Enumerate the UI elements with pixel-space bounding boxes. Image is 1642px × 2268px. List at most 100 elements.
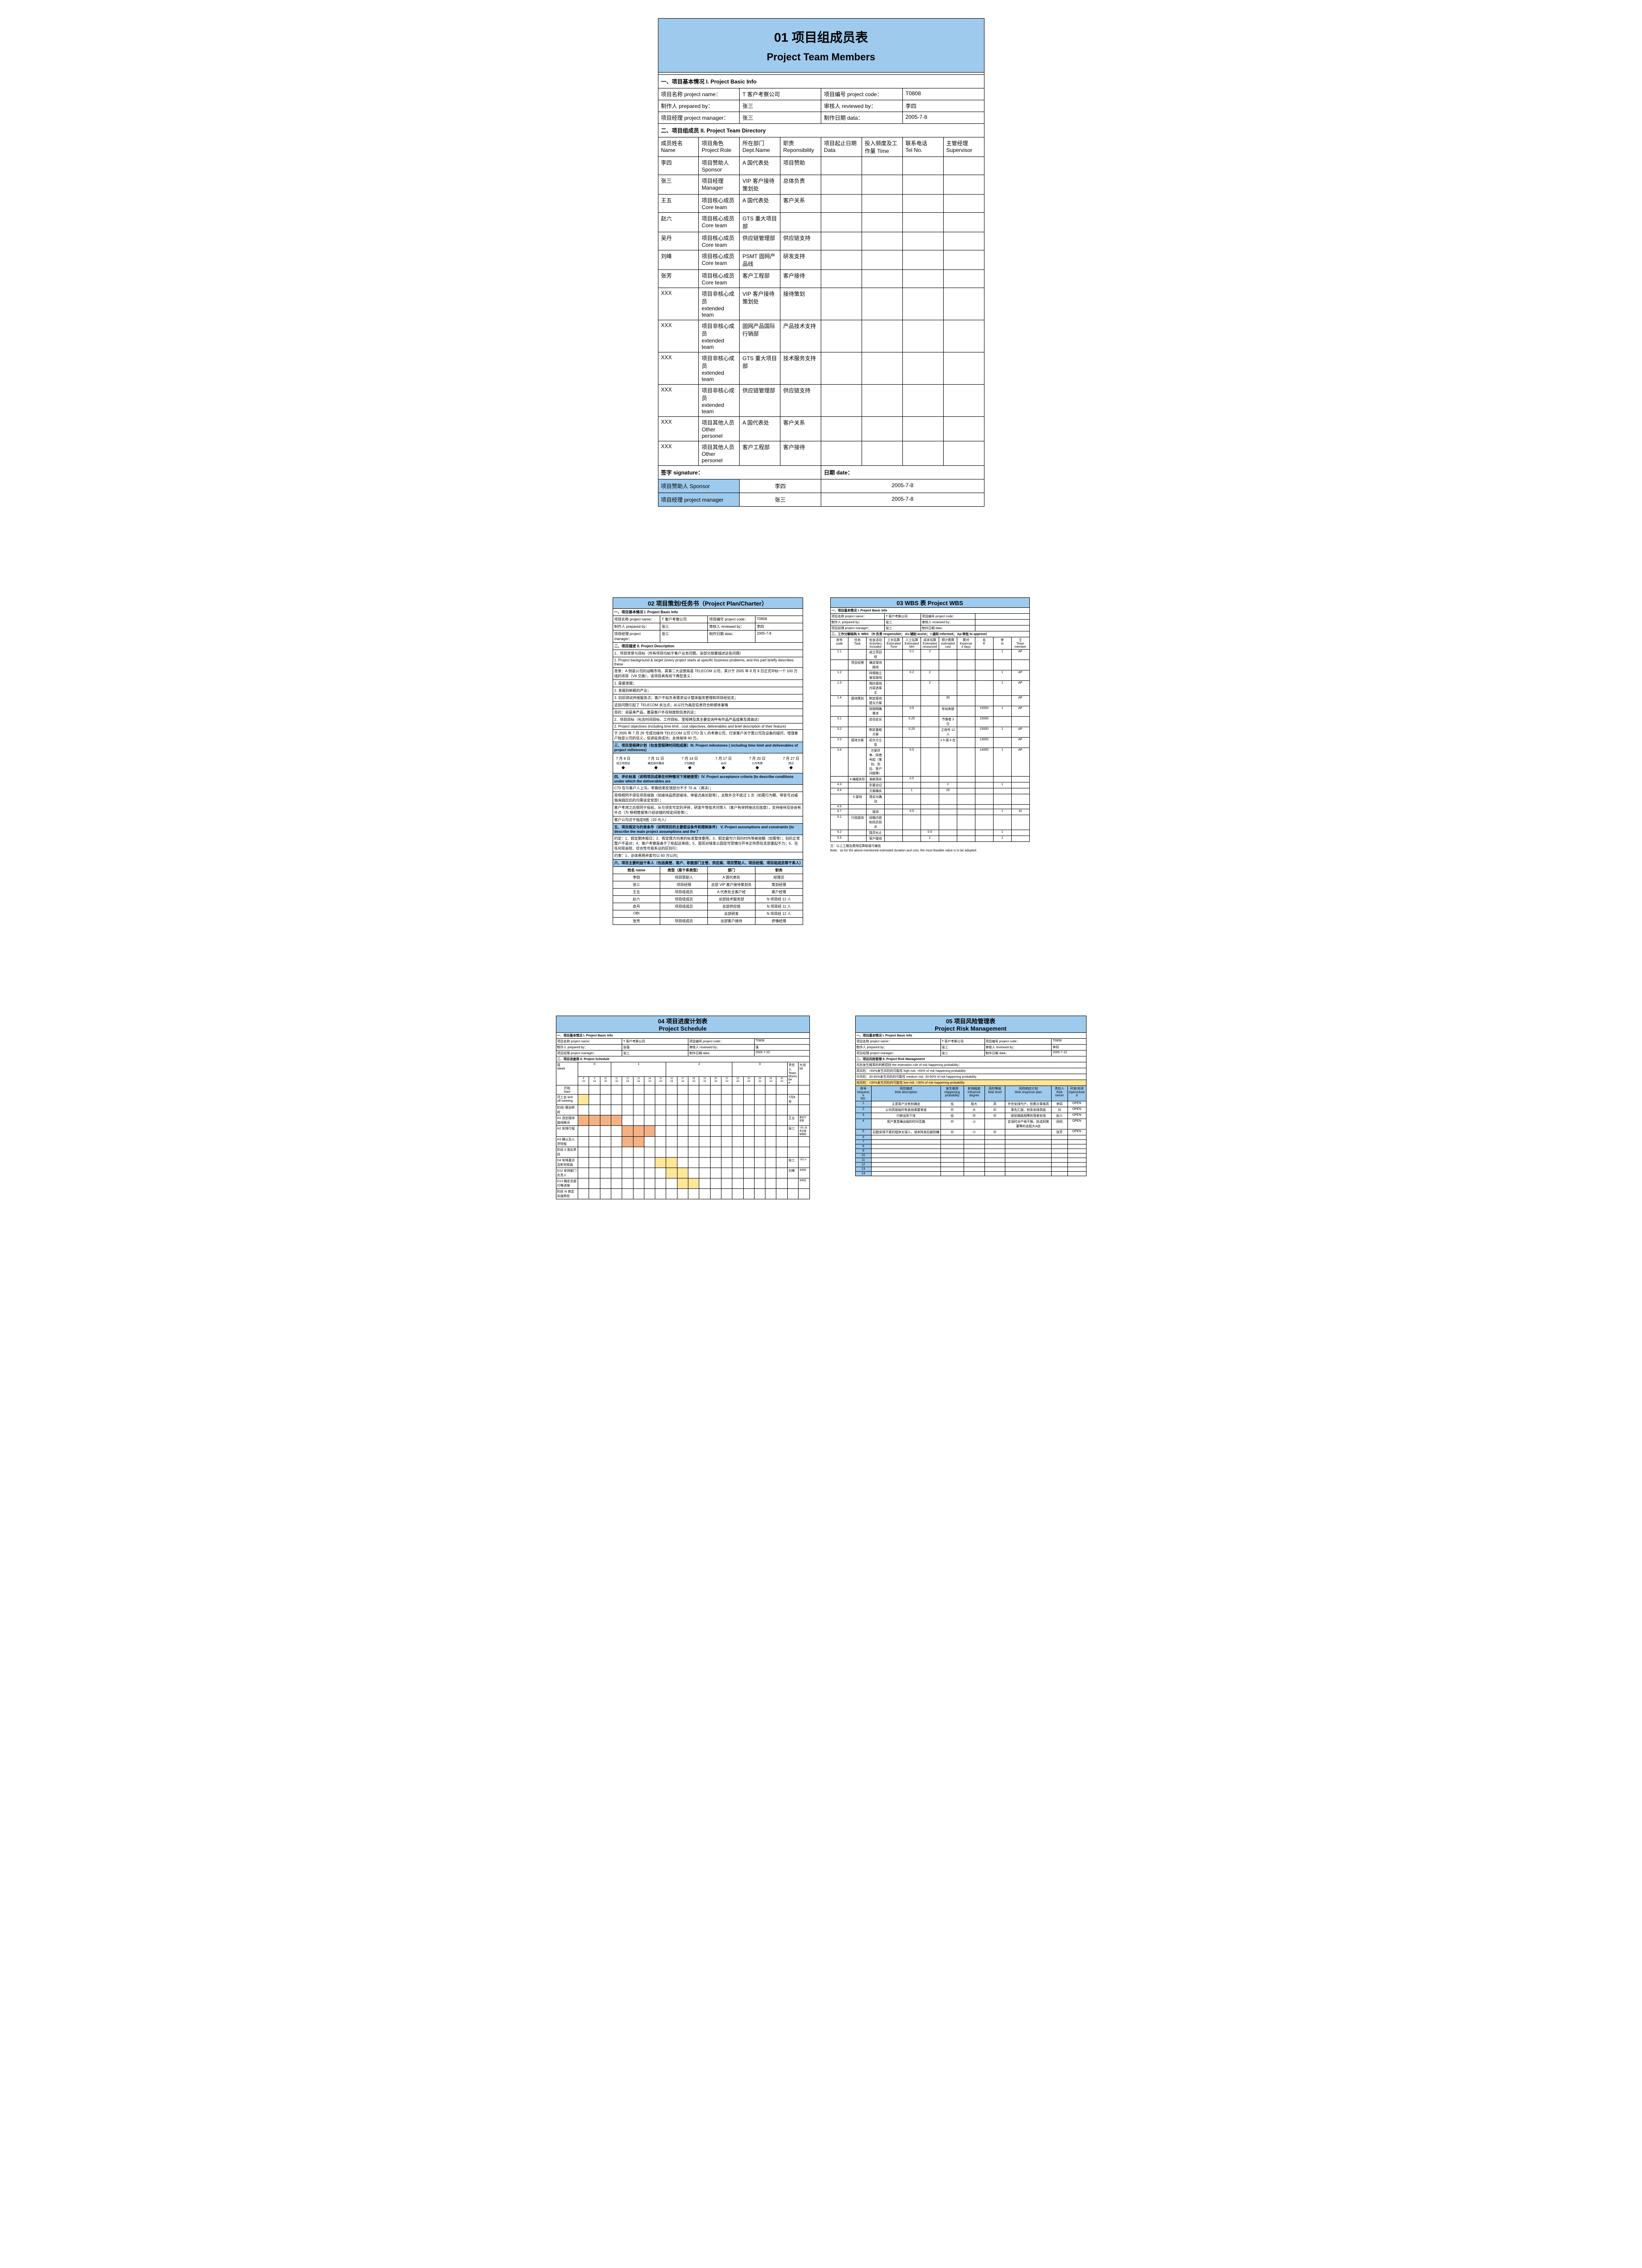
- task-sub: 安排反: [799, 1178, 809, 1189]
- cell: [1052, 1135, 1068, 1140]
- gantt-cell: [721, 1147, 732, 1158]
- gantt-cell: [754, 1105, 765, 1115]
- cell: 1.4: [830, 696, 848, 706]
- cell: 确定接待路线: [867, 660, 885, 670]
- gantt-cell: [699, 1095, 710, 1105]
- cell: 主意客户没有别确定: [872, 1101, 941, 1107]
- note-row: 低风险：<30%发生风险的可能性 low risk: <30% of risk …: [855, 1080, 1086, 1086]
- cell: 2005-7-8: [755, 631, 803, 643]
- col-header: 风险等级 Risk level: [984, 1086, 1005, 1101]
- cell: 项目编号 project code：: [688, 1039, 755, 1045]
- cell: 客户接待: [780, 441, 821, 466]
- body-row: 约定：1．假定期本报日；2．假定我方向来的标准整体要用；3．假定最可介目的时所等…: [613, 835, 803, 852]
- cell: A 国代表处: [740, 157, 780, 175]
- cell: 策划经理: [755, 881, 803, 889]
- cell: 项目其他人员 Other personel: [699, 441, 740, 466]
- cell: [975, 626, 1029, 631]
- cell: 项目核心成员 Core team: [699, 250, 740, 270]
- task-sub: 7月1 安排合整 解整起: [799, 1126, 809, 1137]
- cell: 项目经理: [848, 660, 867, 670]
- day-cell: 22Jul: [732, 1077, 743, 1085]
- col-header: 工长估算 Estimated Time: [885, 637, 903, 650]
- cell: 1: [993, 748, 1011, 777]
- cell: 总部客户接待: [708, 918, 755, 925]
- task-sub: 安排段: [799, 1168, 809, 1178]
- day-cell: 15Jul: [655, 1077, 666, 1085]
- cell: 节做者 3 位: [939, 717, 957, 727]
- cell: 王五: [658, 195, 699, 213]
- task-name: 开工会 kick off meeting: [556, 1095, 578, 1105]
- cell: 0.5: [903, 748, 921, 777]
- body-text: 约束：1．总体费用并差可以 60 万以内；: [613, 852, 803, 860]
- cell: 制作日期 data：: [921, 626, 975, 631]
- cell: 5.2: [830, 830, 848, 836]
- risk-row: 2公司高层临时有其他重要事宜中大中事先汇报、别系安排高级刘OPEN: [855, 1107, 1086, 1113]
- gantt-cell: [666, 1126, 677, 1137]
- cell: 制定接待建议方案: [867, 696, 885, 706]
- gantt-cell: [721, 1095, 732, 1105]
- cell: [975, 660, 993, 670]
- gantt-cell: [743, 1168, 754, 1178]
- gantt-cell: [644, 1168, 655, 1178]
- task-owner: 王五: [787, 1115, 798, 1126]
- cell: 事先汇报、别系安排高级: [1005, 1107, 1052, 1113]
- gantt-cell: [721, 1115, 732, 1126]
- wbs-row: 同相明确需求0.5号如来提150001AP: [830, 706, 1029, 717]
- cell: VIP 客户接待策划处: [740, 288, 780, 320]
- cell: [1052, 1149, 1068, 1154]
- cell: 总体负责: [780, 175, 821, 195]
- cell: 8: [855, 1144, 872, 1149]
- cell: [921, 805, 939, 809]
- gantt-cell: [732, 1095, 743, 1105]
- cell: [984, 1140, 1005, 1144]
- wbs-row: 1.2同相独立鉴定路线0.221AP: [830, 670, 1029, 681]
- col-header: 项目角色 Project Role: [699, 137, 740, 157]
- cell: [940, 1135, 964, 1140]
- cell: 中: [940, 1107, 964, 1113]
- cell: 李四: [1052, 1045, 1086, 1051]
- day-cell: 10Jul: [600, 1077, 611, 1085]
- cell: [993, 738, 1011, 748]
- doc3-table: 03 WBS 表 Project WBS 一、项目基本情况 I. Project…: [830, 597, 1030, 842]
- cell: [903, 805, 921, 809]
- cell: [1011, 794, 1029, 805]
- doc2-sec6: 六、项目主要利益干系人（包括高管、客户、职能部门主管、供应商、项目赞助人、项目经…: [613, 860, 803, 867]
- cell: [921, 794, 939, 805]
- note-row: 风险发生概率的判断原则 the estimation rule of risk …: [855, 1062, 1086, 1068]
- spacer: [721, 1085, 732, 1095]
- cell: AP: [1011, 696, 1029, 706]
- cell: [862, 250, 902, 270]
- task-owner: [787, 1147, 798, 1158]
- col-header: 风险响应计划 Risk response plan: [1005, 1086, 1052, 1101]
- stakeholder-row: 赵六项目组成员总部技术服务部N 项目经 12 人: [613, 896, 803, 903]
- cell: [993, 717, 1011, 727]
- cell: [1067, 1158, 1086, 1163]
- gantt-cell: [765, 1095, 776, 1105]
- col-header: 发生概率 Happening probability: [940, 1086, 964, 1101]
- desc-text: 1. 是最发展；: [613, 680, 803, 687]
- cell: 2: [939, 782, 957, 788]
- cell: 3.4: [830, 748, 848, 777]
- gantt-cell: [600, 1189, 611, 1199]
- cell: 项目经理 project manager：: [855, 1051, 940, 1056]
- doc2-sec1: 一、项目基本情况 I. Project Basic Info: [613, 609, 803, 616]
- note-text: 高风险：>60%发生风险的可能性 high risk: >60% of risk…: [855, 1068, 1086, 1074]
- cell: OPEN: [1067, 1101, 1086, 1107]
- cell: [903, 696, 921, 706]
- cell: 1.1: [830, 650, 848, 660]
- cell: 张芳: [613, 918, 660, 925]
- cell: [1011, 777, 1029, 782]
- cell: [957, 805, 975, 809]
- cell: [943, 441, 984, 466]
- task-sub: [799, 1095, 809, 1105]
- label: 项目名称 project name：: [658, 88, 740, 100]
- gantt-cell: [633, 1115, 644, 1126]
- body-text: 目规相同不得在项目接路（如接待品质部接待，停留点高长取等），总数外次不底过 1 …: [613, 792, 803, 804]
- cell: 李四: [1052, 1101, 1068, 1107]
- sig-role: 项目赞助人 Sponsor: [658, 479, 740, 493]
- gantt-cell: [655, 1137, 666, 1147]
- cell: 李四: [755, 623, 803, 631]
- cell: [939, 830, 957, 836]
- cell: [939, 681, 957, 696]
- sig-date: 2005-7-8: [821, 493, 984, 507]
